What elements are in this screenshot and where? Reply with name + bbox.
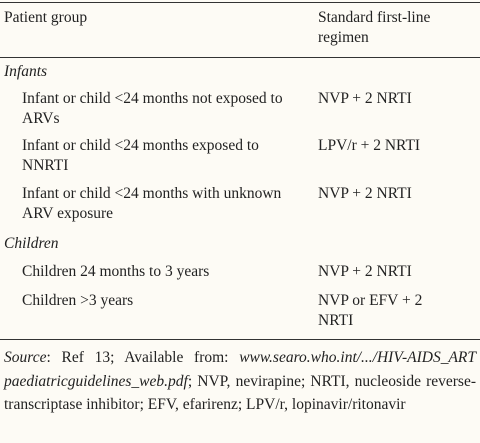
bottom-rule [0,339,480,340]
footnote-url: www.searo.who.int/.../HIV-AIDS_ART paedi… [4,349,476,390]
cell: Infant or child <24 months exposed to NN… [22,137,259,174]
footnote-label: Source [4,349,47,366]
header-cell: Standard first-line regimen [318,9,431,46]
footnote-text: : Ref 13; Available from: [46,349,240,366]
header-cell: Patient group [4,9,88,26]
section-title: Infants [4,63,48,80]
cell: Infant or child <24 months with unknown … [22,185,282,222]
cell: Children >3 years [22,292,134,309]
cell: NVP + 2 NRTI [318,263,412,280]
cell: Children 24 months to 3 years [22,263,210,280]
cell: NVP + 2 NRTI [318,185,412,202]
section-title: Children [4,235,59,252]
top-rule [0,2,480,3]
cell: NVP or EFV + 2 NRTI [318,292,423,329]
header-rule [0,57,480,58]
cell: NVP + 2 NRTI [318,90,412,107]
footnote-text: ; NVP, nevirapine; NRTI, nucleoside reve… [4,372,476,414]
cell: LPV/r + 2 NRTI [318,137,421,154]
cell: Infant or child <24 months not exposed t… [22,90,283,127]
footnote: Source: Ref 13; Available from: www.sear… [4,346,476,417]
